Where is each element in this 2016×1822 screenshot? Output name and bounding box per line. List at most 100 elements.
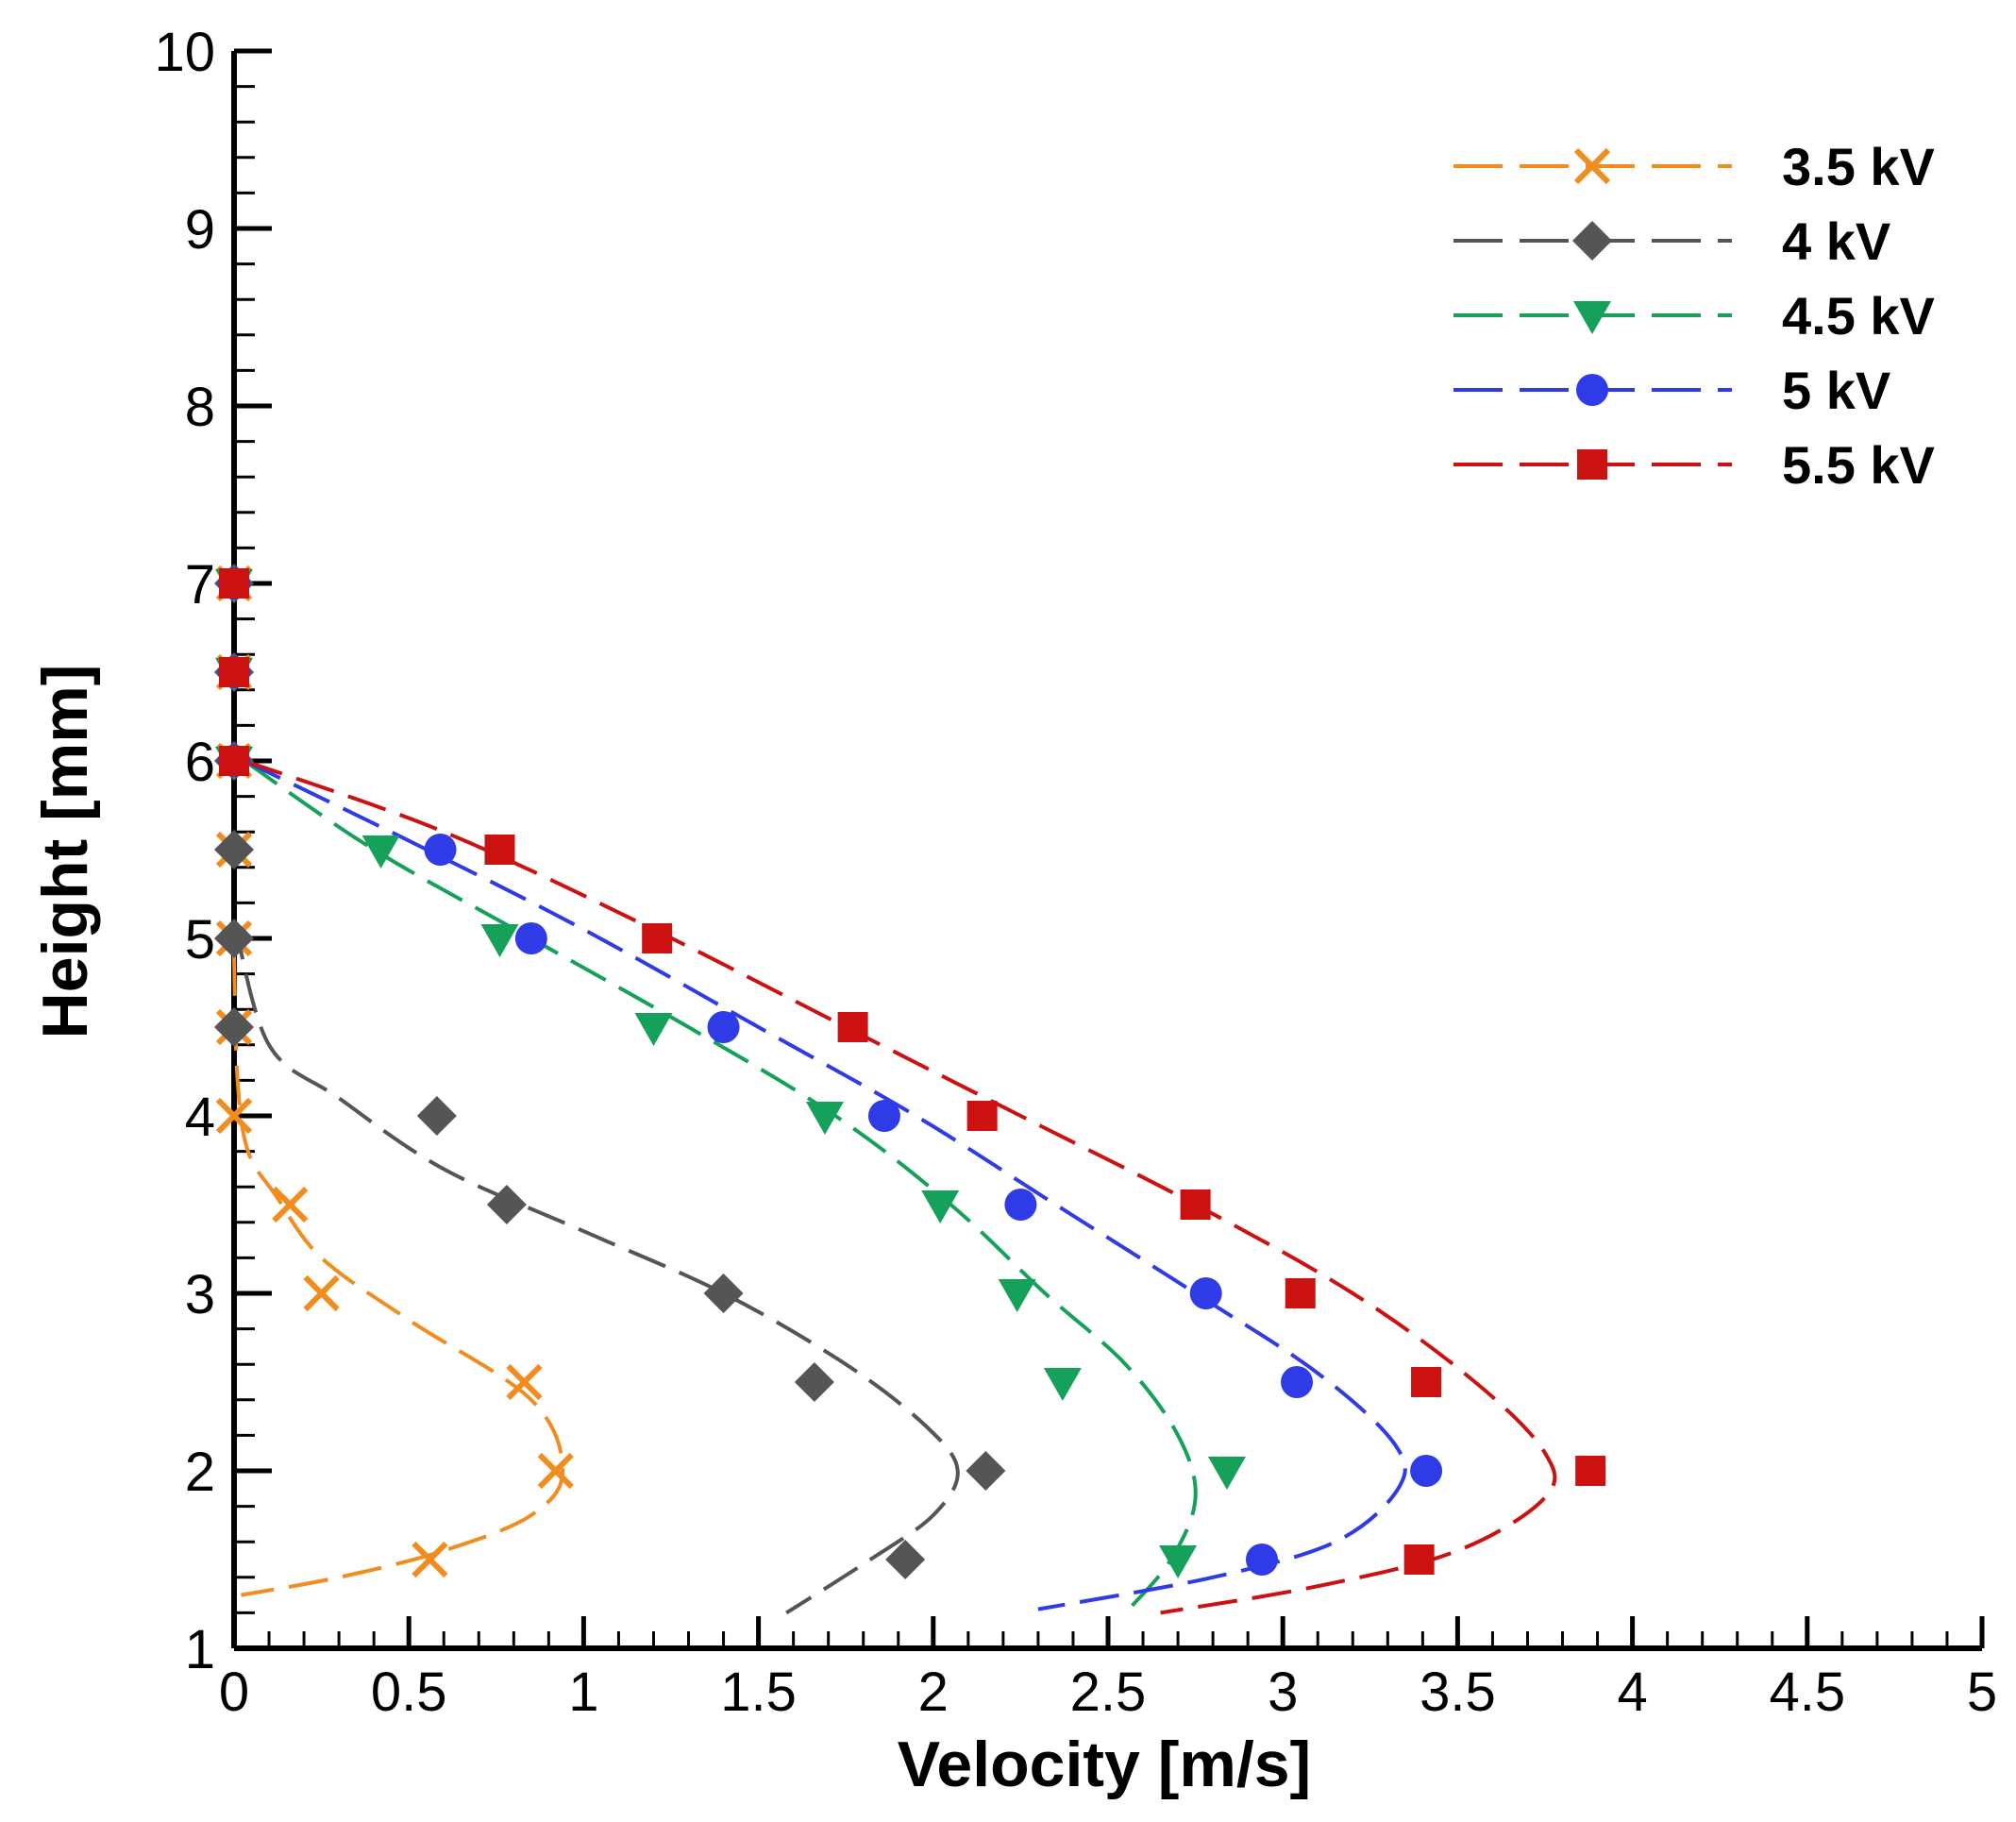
marker-5-kv [1245,1544,1278,1576]
marker-4-5-kv [1207,1457,1246,1490]
x-tick-label: 5 [1967,1662,1997,1723]
marker-3-5-kv-stroke [215,1097,253,1135]
y-tick-label: 9 [185,199,215,261]
marker-4-5-kv [1043,1368,1082,1401]
marker-5-5-kv [219,568,249,599]
legend-label-3-5-kv: 3.5 kV [1782,137,1935,196]
y-axis-title: Height [mm] [29,665,101,1039]
marker-3-5-kv [412,1541,448,1578]
marker-5-5-kv [966,1101,998,1131]
marker-5-kv [707,1011,740,1043]
y-tick-label: 7 [185,554,215,616]
marker-3-5-kv [215,1097,253,1135]
marker-4-kv [703,1274,744,1313]
marker-4-kv [214,919,254,958]
curve-5-5-kv [244,759,1557,1615]
marker-5-kv [514,922,547,954]
marker-4-5-kv [805,1102,844,1135]
legend-label-4-kv: 4 kV [1782,211,1890,271]
axes-layer: Velocity [m/s] Height [mm] 0 0.5 1 1.5 2 2.5 3… [29,22,1997,1800]
marker-3-5-kv-stroke [537,1452,574,1490]
marker-5-5-kv [1411,1367,1442,1397]
y-tick-label: 6 [185,732,215,793]
y-tick-label: 10 [154,22,215,83]
marker-4-5-kv [998,1279,1036,1312]
x-tick-label: 2.5 [1070,1662,1147,1723]
legend-label-5-kv: 5 kV [1782,361,1890,420]
legend-label-4-5-kv: 4.5 kV [1782,286,1935,346]
x-tick-label: 0.5 [371,1662,447,1723]
x-tick-label: 3.5 [1420,1662,1496,1723]
marker-4-kv [794,1362,834,1402]
legend-label-5-5-kv: 5.5 kV [1782,435,1935,495]
marker-3-5-kv [272,1186,309,1223]
x-tick-label: 4 [1617,1662,1647,1723]
x-axis-title: Velocity [m/s] [898,1729,1311,1800]
x-tick-label: 3 [1268,1662,1298,1723]
marker-5-5-kv [837,1012,868,1042]
marker-3-5-kv-stroke [303,1274,340,1312]
markers-layer [214,564,1606,1579]
marker-5-kv [1281,1366,1314,1398]
marker-5-5-kv [1285,1278,1316,1308]
marker-5-5-kv [219,657,249,687]
y-tick-label: 4 [185,1087,215,1148]
legend-marker-5-kv [1576,374,1608,406]
x-tick-label: 2 [918,1662,949,1723]
x-tick-label: 1.5 [720,1662,797,1723]
legend-marker-4-5-kv [1573,301,1611,334]
marker-5-5-kv [219,746,249,776]
marker-4-kv [486,1185,527,1224]
marker-5-kv [1189,1277,1222,1309]
legend-entry-4-kv: 4 kV [1453,211,1890,271]
x-tick-label: 4.5 [1769,1662,1845,1723]
marker-5-kv [867,1100,900,1132]
marker-3-5-kv [537,1452,574,1490]
curves-layer [232,759,1557,1615]
curve-4-5-kv [243,759,1198,1614]
y-tick-label: 1 [185,1619,215,1680]
y-tick-label: 3 [185,1264,215,1325]
marker-5-kv [424,834,457,866]
marker-5-kv [1410,1455,1443,1487]
legend-marker-5-5-kv [1577,449,1607,480]
y-tick-label: 5 [185,909,215,970]
marker-5-5-kv [1575,1456,1606,1486]
marker-4-kv [214,1007,254,1047]
legend-entry-3-5-kv: 3.5 kV [1453,137,1935,196]
legend-marker-3-5-kv-stroke [1573,147,1611,185]
marker-5-5-kv [484,835,515,865]
y-tick-label: 8 [185,377,215,438]
marker-3-5-kv [506,1363,543,1401]
legend-entry-5-5-kv: 5.5 kV [1453,435,1935,495]
marker-4-5-kv [1159,1545,1198,1578]
marker-4-kv [966,1451,1006,1491]
curve-3-5-kv [232,955,565,1597]
marker-4-5-kv [634,1013,673,1046]
marker-3-5-kv-stroke [412,1541,448,1578]
legend-entry-5-kv: 5 kV [1453,361,1890,420]
marker-4-kv [416,1096,457,1136]
marker-4-5-kv [921,1190,960,1223]
marker-5-5-kv [1403,1544,1435,1575]
curve-5-kv [244,759,1407,1611]
marker-4-kv [214,830,254,869]
y-tick-label: 2 [185,1442,215,1503]
legend-marker-4-kv [1572,221,1612,261]
marker-4-5-kv [361,835,400,869]
marker-4-kv [885,1540,926,1579]
marker-5-kv [1004,1189,1037,1221]
marker-3-5-kv-stroke [506,1363,543,1401]
marker-5-5-kv [1180,1189,1211,1220]
legend: 3.5 kV 4 kV 4.5 kV 5 kV 5.5 kV [1453,137,1935,495]
legend-entry-4-5-kv: 4.5 kV [1453,286,1935,346]
legend-marker-3-5-kv [1573,147,1611,185]
x-tick-label: 1 [568,1662,598,1723]
marker-3-5-kv-stroke [272,1186,309,1223]
marker-3-5-kv [303,1274,340,1312]
marker-5-5-kv [642,923,673,953]
x-tick-label: 0 [219,1662,249,1723]
marker-4-5-kv [480,924,519,957]
